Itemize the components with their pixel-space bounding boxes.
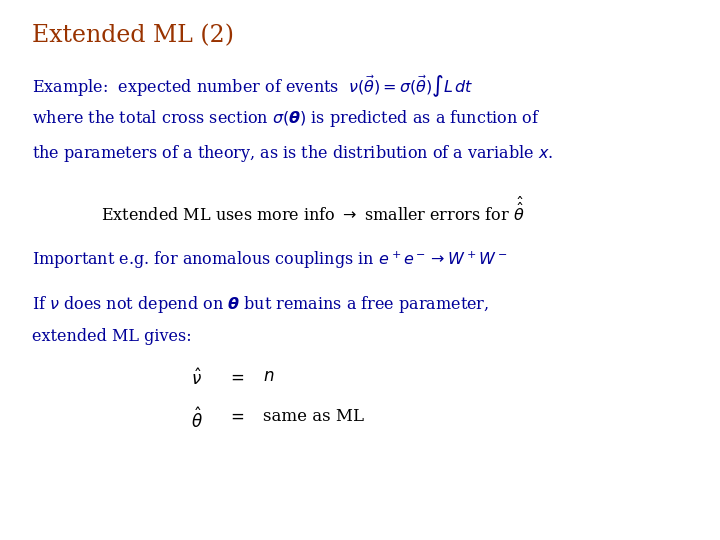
Text: $\hat{\theta}$: $\hat{\theta}$ [191, 408, 202, 433]
Text: where the total cross section $\sigma(\boldsymbol{\theta})$ is predicted as a fu: where the total cross section $\sigma(\b… [32, 108, 541, 129]
Text: If $\nu$ does not depend on $\boldsymbol{\theta}$ but remains a free parameter,: If $\nu$ does not depend on $\boldsymbol… [32, 294, 490, 315]
Text: Example:  expected number of events  $\nu(\vec{\theta}) = \sigma(\vec{\theta}) \: Example: expected number of events $\nu(… [32, 73, 474, 99]
Text: $=$: $=$ [227, 408, 244, 424]
Text: $n$: $n$ [263, 368, 274, 385]
Text: same as ML: same as ML [263, 408, 364, 424]
Text: Extended ML uses more info $\rightarrow$ smaller errors for $\hat{\hat{\theta}}$: Extended ML uses more info $\rightarrow$… [101, 197, 524, 225]
Text: extended ML gives:: extended ML gives: [32, 328, 192, 345]
Text: $=$: $=$ [227, 368, 244, 385]
Text: Important e.g. for anomalous couplings in $e^+e^- \rightarrow W^+W^-$: Important e.g. for anomalous couplings i… [32, 249, 508, 271]
Text: the parameters of a theory, as is the distribution of a variable $x$.: the parameters of a theory, as is the di… [32, 143, 554, 164]
Text: Extended ML (2): Extended ML (2) [32, 24, 235, 48]
Text: $\hat{\nu}$: $\hat{\nu}$ [191, 368, 202, 389]
